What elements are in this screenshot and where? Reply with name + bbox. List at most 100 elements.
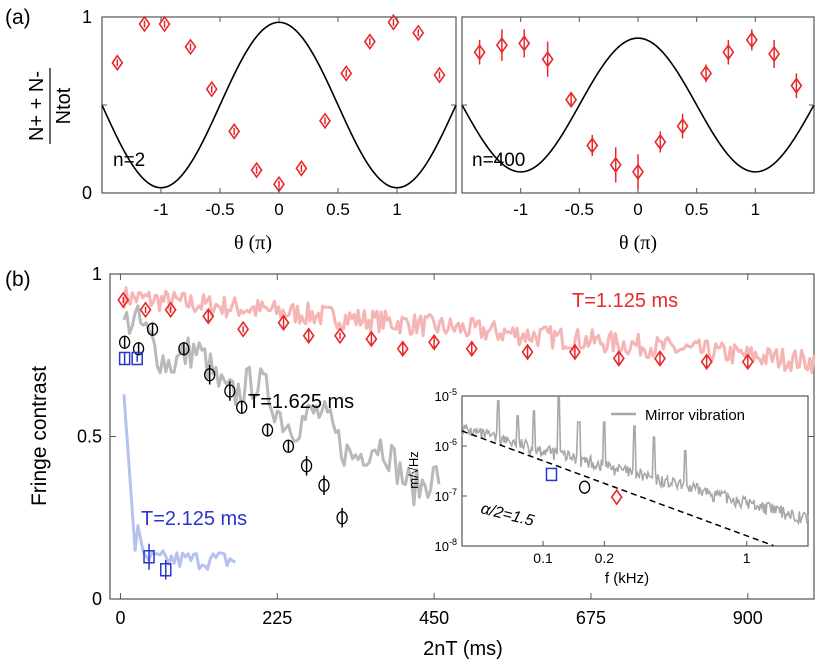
x-tick-label-b: 675 bbox=[576, 608, 606, 628]
data-point bbox=[609, 156, 622, 174]
inset-y-tick-base: 10 bbox=[435, 539, 449, 554]
data-point-T=1.625 ms bbox=[318, 478, 330, 492]
x-tick-label-b: 225 bbox=[262, 608, 292, 628]
series-label-t1125: T=1.125 ms bbox=[572, 290, 678, 312]
data-point-T=1.125 ms bbox=[568, 343, 581, 361]
panel-a-left: -1 -0.5 0 0.5 1 0 1 n=2 θ (π) bbox=[82, 7, 457, 254]
data-point bbox=[138, 15, 151, 33]
inset-y-tick-label: 10-7 bbox=[435, 487, 457, 504]
x-tick-label-aL: 0.5 bbox=[326, 200, 350, 219]
x-tick-label-aL: 0 bbox=[274, 200, 283, 219]
data-point-T=1.625 ms bbox=[118, 335, 131, 349]
inset-x-tick-label: 1 bbox=[743, 550, 751, 566]
data-point-T=1.625 ms bbox=[336, 511, 348, 525]
y-tick-label-aL: 0 bbox=[82, 183, 92, 203]
series-label-t1625: T=1.625 ms bbox=[248, 391, 354, 413]
data-point-T=1.125 ms bbox=[428, 333, 441, 351]
x-tick-label-b: 450 bbox=[419, 608, 449, 628]
data-point-T=1.625 ms bbox=[236, 400, 248, 414]
data-point-T=1.125 ms bbox=[277, 314, 290, 332]
y-tick-label-b: 0.5 bbox=[77, 427, 102, 447]
data-point-T=1.125 ms bbox=[365, 330, 378, 348]
trace-T=2.125 ms bbox=[122, 394, 237, 571]
x-tick-label-aR: -0.5 bbox=[565, 200, 594, 219]
data-point-T=1.125 ms bbox=[612, 350, 625, 367]
data-point-T=1.125 ms bbox=[117, 291, 130, 309]
data-point bbox=[205, 80, 218, 98]
data-point-T=1.125 ms bbox=[741, 353, 754, 371]
panel-a-left-xlabel: θ (π) bbox=[234, 232, 272, 254]
data-point bbox=[495, 36, 508, 54]
data-point bbox=[518, 35, 531, 52]
data-point-T=1.125 ms bbox=[700, 353, 713, 371]
data-point-T=1.125 ms bbox=[164, 301, 177, 319]
inset-xlabel: f (kHz) bbox=[605, 570, 649, 587]
data-point bbox=[722, 43, 735, 61]
inset-y-tick-base: 10 bbox=[435, 489, 449, 504]
data-point bbox=[768, 45, 781, 63]
data-point-T=1.625 ms bbox=[282, 439, 295, 453]
data-point bbox=[745, 31, 758, 49]
fit-curve-aR bbox=[461, 37, 815, 173]
data-point bbox=[654, 133, 667, 151]
data-point-T=1.125 ms bbox=[302, 327, 315, 345]
inset-point-square bbox=[545, 467, 558, 482]
inset-legend-label: Mirror vibration bbox=[645, 407, 745, 424]
panel-a-right: -1 -0.5 0 0.5 1 n=400 θ (π) bbox=[461, 16, 815, 254]
data-point bbox=[340, 64, 353, 82]
inset-y-tick-label: 10-8 bbox=[435, 537, 457, 554]
inset-x-tick-label: 0.1 bbox=[533, 550, 553, 566]
panel-a-ylabel: N+ + N- Ntot bbox=[26, 68, 75, 144]
x-tick-label-aR: 1 bbox=[751, 200, 760, 219]
x-tick-label-aL: -1 bbox=[153, 200, 168, 219]
mirror-vibration-spectrum bbox=[461, 396, 809, 526]
data-point-T=1.125 ms bbox=[396, 340, 409, 358]
inset-y-tick-exponent: -7 bbox=[449, 487, 457, 497]
data-point bbox=[541, 50, 554, 68]
panel-b-label: (b) bbox=[5, 268, 31, 291]
data-point bbox=[433, 66, 446, 84]
data-point bbox=[184, 38, 197, 56]
inset-x-tick-label: 0.2 bbox=[595, 550, 615, 566]
y-tick-label-b: 0 bbox=[92, 589, 102, 609]
data-point bbox=[586, 137, 599, 154]
x-tick-label-aR: 0 bbox=[633, 200, 642, 219]
data-point-T=1.625 ms bbox=[132, 342, 145, 356]
inset-y-tick-exponent: -8 bbox=[449, 537, 457, 547]
x-tick-label-aR: -1 bbox=[513, 200, 528, 219]
powerlaw-fit-line bbox=[461, 430, 774, 547]
x-tick-label-b: 0 bbox=[115, 608, 125, 628]
data-point-T=2.125 ms bbox=[143, 550, 155, 564]
data-point-T=1.125 ms bbox=[237, 320, 250, 338]
data-point-T=1.625 ms bbox=[224, 384, 236, 398]
inset-y-tick-label: 10-5 bbox=[435, 387, 457, 404]
data-point bbox=[250, 161, 263, 179]
trace-T=1.125 ms bbox=[122, 286, 816, 375]
panel-a-right-xlabel: θ (π) bbox=[619, 232, 657, 254]
panel-a-left-annotation: n=2 bbox=[113, 150, 145, 171]
inset-y-tick-label: 10-6 bbox=[435, 437, 457, 454]
x-tick-label-aL: -0.5 bbox=[205, 200, 234, 219]
data-point bbox=[319, 112, 332, 130]
data-point-T=1.125 ms bbox=[334, 327, 347, 345]
panel-a-ylabel-numerator: N+ + N- bbox=[26, 71, 48, 141]
panel-b-inset: 0.1 0.2 110-510-610-710-8 Mirror vibration… bbox=[406, 387, 809, 587]
data-point-T=1.625 ms bbox=[261, 423, 274, 437]
trace-T=1.625 ms bbox=[122, 304, 441, 507]
fit-curve-aL bbox=[101, 21, 457, 189]
data-point bbox=[363, 33, 376, 51]
data-point-T=1.625 ms bbox=[300, 459, 313, 473]
data-point-T=2.125 ms bbox=[118, 351, 131, 366]
data-point-T=2.125 ms bbox=[131, 351, 143, 366]
data-point bbox=[790, 77, 803, 95]
inset-point-circle bbox=[578, 480, 591, 494]
data-point bbox=[111, 54, 124, 72]
inset-point-diamond bbox=[610, 488, 623, 506]
data-point-T=1.125 ms bbox=[521, 343, 534, 361]
panel-a-label: (a) bbox=[5, 6, 31, 29]
inset-y-tick-exponent: -6 bbox=[449, 437, 457, 447]
data-point-T=1.625 ms bbox=[146, 322, 159, 336]
data-point-T=1.125 ms bbox=[139, 301, 152, 319]
panel-b-xlabel: 2nT (ms) bbox=[423, 638, 503, 660]
